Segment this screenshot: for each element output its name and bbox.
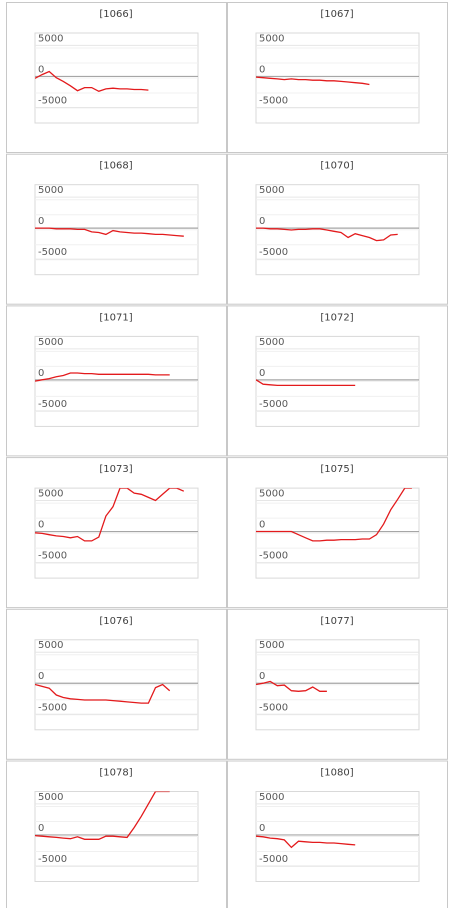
chart-title: [1078] xyxy=(99,768,132,779)
y-tick-label: -5000 xyxy=(259,702,288,713)
data-line xyxy=(256,835,356,849)
y-tick-label: 5000 xyxy=(38,33,63,44)
chart-title: [1067] xyxy=(320,9,353,20)
y-tick-label: 0 xyxy=(259,823,265,834)
data-line xyxy=(256,76,370,86)
y-tick-label: -5000 xyxy=(38,247,67,258)
chart-panel: [1075] 5000 0 -5000 xyxy=(227,457,448,609)
y-tick-label: -5000 xyxy=(38,551,67,562)
y-tick-label: -5000 xyxy=(38,95,67,106)
y-tick-label: 5000 xyxy=(259,640,284,651)
chart-panel: [1078] 5000 0 -5000 xyxy=(6,760,227,908)
data-line xyxy=(35,70,149,93)
y-tick-label: 5000 xyxy=(38,792,63,803)
y-tick-label: 5000 xyxy=(38,185,63,196)
chart-title: [1072] xyxy=(320,312,353,323)
y-tick-label: 0 xyxy=(38,823,44,834)
chart-panel: [1072] 5000 0 -5000 xyxy=(227,305,448,457)
chart-title: [1066] xyxy=(99,9,132,20)
chart-panel: [1073] 5000 0 -5000 xyxy=(6,457,227,609)
panel-border xyxy=(6,457,227,609)
y-tick-label: -5000 xyxy=(259,551,288,562)
data-line xyxy=(256,680,327,692)
chart-panel: [1077] 5000 0 -5000 xyxy=(227,608,448,760)
chart-title: [1070] xyxy=(320,161,353,172)
y-tick-label: 0 xyxy=(38,520,44,531)
y-tick-label: 5000 xyxy=(38,489,63,500)
y-tick-label: 5000 xyxy=(259,792,284,803)
y-tick-label: 0 xyxy=(259,671,265,682)
data-line xyxy=(35,488,185,542)
data-line xyxy=(256,379,356,387)
chart-panel: [1066] 5000 0 -5000 xyxy=(6,2,227,153)
y-tick-label: -5000 xyxy=(259,399,288,410)
y-tick-label: -5000 xyxy=(259,247,288,258)
y-tick-label: 0 xyxy=(259,216,265,227)
y-tick-label: -5000 xyxy=(38,854,67,865)
chart-panel: [1070] 5000 0 -5000 xyxy=(227,153,448,305)
chart-panel: [1068] 5000 0 -5000 xyxy=(6,153,227,305)
y-tick-label: -5000 xyxy=(38,399,67,410)
y-tick-label: -5000 xyxy=(259,854,288,865)
y-tick-label: 5000 xyxy=(259,33,284,44)
y-tick-label: 0 xyxy=(38,671,44,682)
data-line xyxy=(35,683,171,704)
data-line xyxy=(35,227,184,237)
y-tick-label: 5000 xyxy=(38,337,63,348)
chart-title: [1080] xyxy=(320,768,353,779)
y-tick-label: 0 xyxy=(259,368,265,379)
chart-panel: [1076] 5000 0 -5000 xyxy=(6,608,227,760)
chart-title: [1076] xyxy=(99,616,132,627)
chart-title: [1073] xyxy=(99,464,132,475)
chart-panel: [1067] 5000 0 -5000 xyxy=(227,2,448,153)
chart-title: [1077] xyxy=(320,616,353,627)
panel-border xyxy=(227,457,448,609)
chart-title: [1071] xyxy=(99,312,132,323)
data-line xyxy=(35,791,170,840)
y-tick-label: -5000 xyxy=(38,702,67,713)
y-tick-label: 0 xyxy=(38,64,44,75)
y-tick-label: 5000 xyxy=(259,489,284,500)
y-tick-label: 0 xyxy=(259,520,265,531)
data-line xyxy=(256,488,412,542)
y-tick-label: 5000 xyxy=(259,185,284,196)
chart-title: [1068] xyxy=(99,161,132,172)
data-line xyxy=(256,227,398,242)
y-tick-label: -5000 xyxy=(259,95,288,106)
chart-panel: [1071] 5000 0 -5000 xyxy=(6,305,227,457)
chart-title: [1075] xyxy=(320,464,353,475)
y-tick-label: 5000 xyxy=(259,337,284,348)
y-tick-label: 0 xyxy=(259,64,265,75)
y-tick-label: 0 xyxy=(38,368,44,379)
data-line xyxy=(35,372,170,382)
y-tick-label: 0 xyxy=(38,216,44,227)
chart-panel: [1080] 5000 0 -5000 xyxy=(227,760,448,908)
y-tick-label: 5000 xyxy=(38,640,63,651)
